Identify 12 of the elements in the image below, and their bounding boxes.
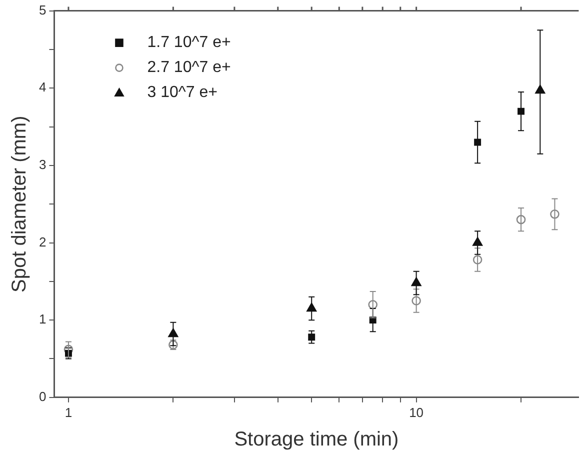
y-tick-label: 1 [38, 312, 46, 327]
y-tick-label: 4 [38, 80, 46, 95]
legend-label: 1.7 10^7 e+ [147, 34, 231, 52]
y-tick-label: 2 [38, 234, 46, 250]
y-tick-label: 0 [38, 388, 46, 404]
y-axis-title: Spot diameter (mm) [8, 116, 31, 292]
x-tick-label: 10 [409, 404, 424, 420]
legend-label: 3 10^7 e+ [147, 84, 218, 102]
y-tick-label: 3 [38, 157, 46, 172]
y-tick-label: 5 [38, 2, 46, 18]
x-axis-title: Storage time (min) [234, 428, 399, 451]
legend-label: 2.7 10^7 e+ [147, 59, 231, 76]
